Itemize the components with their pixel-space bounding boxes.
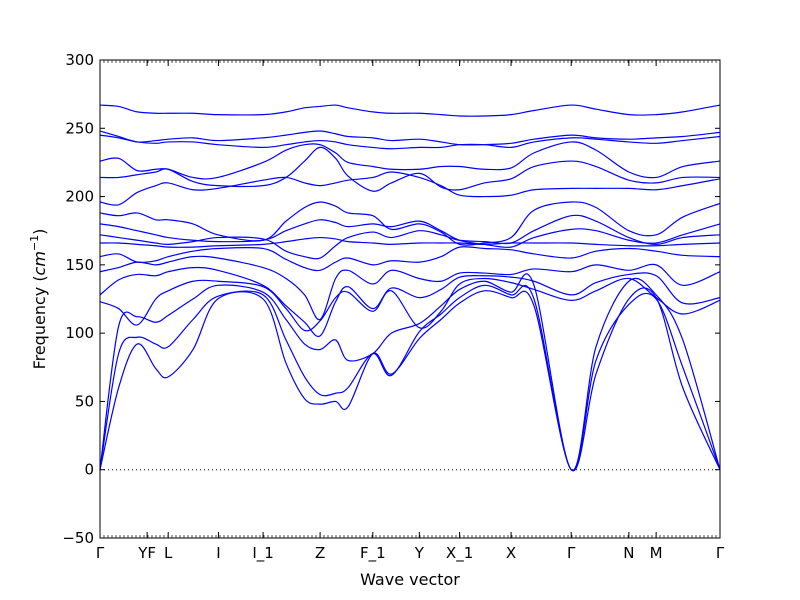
y-tick-label: 250 [65,119,94,137]
y-tick-label: 300 [65,51,94,69]
x-tick-label: YF [137,544,156,562]
x-tick-label: Γ [96,544,105,562]
y-tick-label: −50 [62,529,94,547]
phonon-branch-15 [99,134,721,150]
phonon-branch-10 [99,219,721,248]
x-ticks: Γ YF L I I_1 Z F_1 Y X_1 X Γ N M Γ [96,60,725,563]
x-axis-label: Wave vector [360,570,460,589]
y-axis-label: Frequency (cm−1) [28,229,49,370]
x-tick-label: X [506,544,516,562]
x-tick-label: Γ [716,544,725,562]
x-tick-label: Y [414,544,425,562]
phonon-branch-5 [99,266,721,338]
x-tick-label: M [650,544,663,562]
y-tick-label: 50 [75,392,94,410]
phonon-branch-9 [99,214,721,260]
phonon-branch-12 [99,171,721,206]
y-tick-label: 100 [65,324,94,342]
phonon-branch-14 [99,141,721,180]
y-tick-label: 0 [84,461,94,479]
phonon-branch-3 [99,273,721,471]
phonon-branch-11 [99,201,721,246]
y-axis-label-prefix: Frequency ( [30,275,49,369]
phonon-branch-7 [99,246,721,272]
phonon-branch-6 [99,255,721,321]
x-tick-label: N [623,544,634,562]
phonon-branch-16 [99,130,721,146]
phonon-branch-2 [99,284,721,471]
x-tick-label: X_1 [446,544,473,563]
phonon-branch-17 [99,104,721,117]
phonon-branch-4 [99,277,721,332]
x-tick-label: Z [315,544,325,562]
phonon-branch-1 [99,287,721,472]
y-axis-label-exponent: −1 [28,235,41,251]
phonon-branch-13 [99,146,721,192]
y-ticks: −50 0 50 100 150 200 250 300 [62,51,720,547]
y-tick-label: 150 [65,256,94,274]
y-axis-label-suffix: ) [30,229,49,235]
x-tick-label: I [216,544,220,562]
x-tick-label: Γ [567,544,576,562]
y-axis-label-unit: cm [30,251,49,275]
x-tick-label: I_1 [252,544,273,563]
phonon-branch-8 [99,236,721,248]
x-tick-label: F_1 [360,544,386,563]
series-layer [99,104,721,472]
y-tick-label: 200 [65,188,94,206]
x-tick-label: L [164,544,173,562]
plot-frame [99,59,721,539]
